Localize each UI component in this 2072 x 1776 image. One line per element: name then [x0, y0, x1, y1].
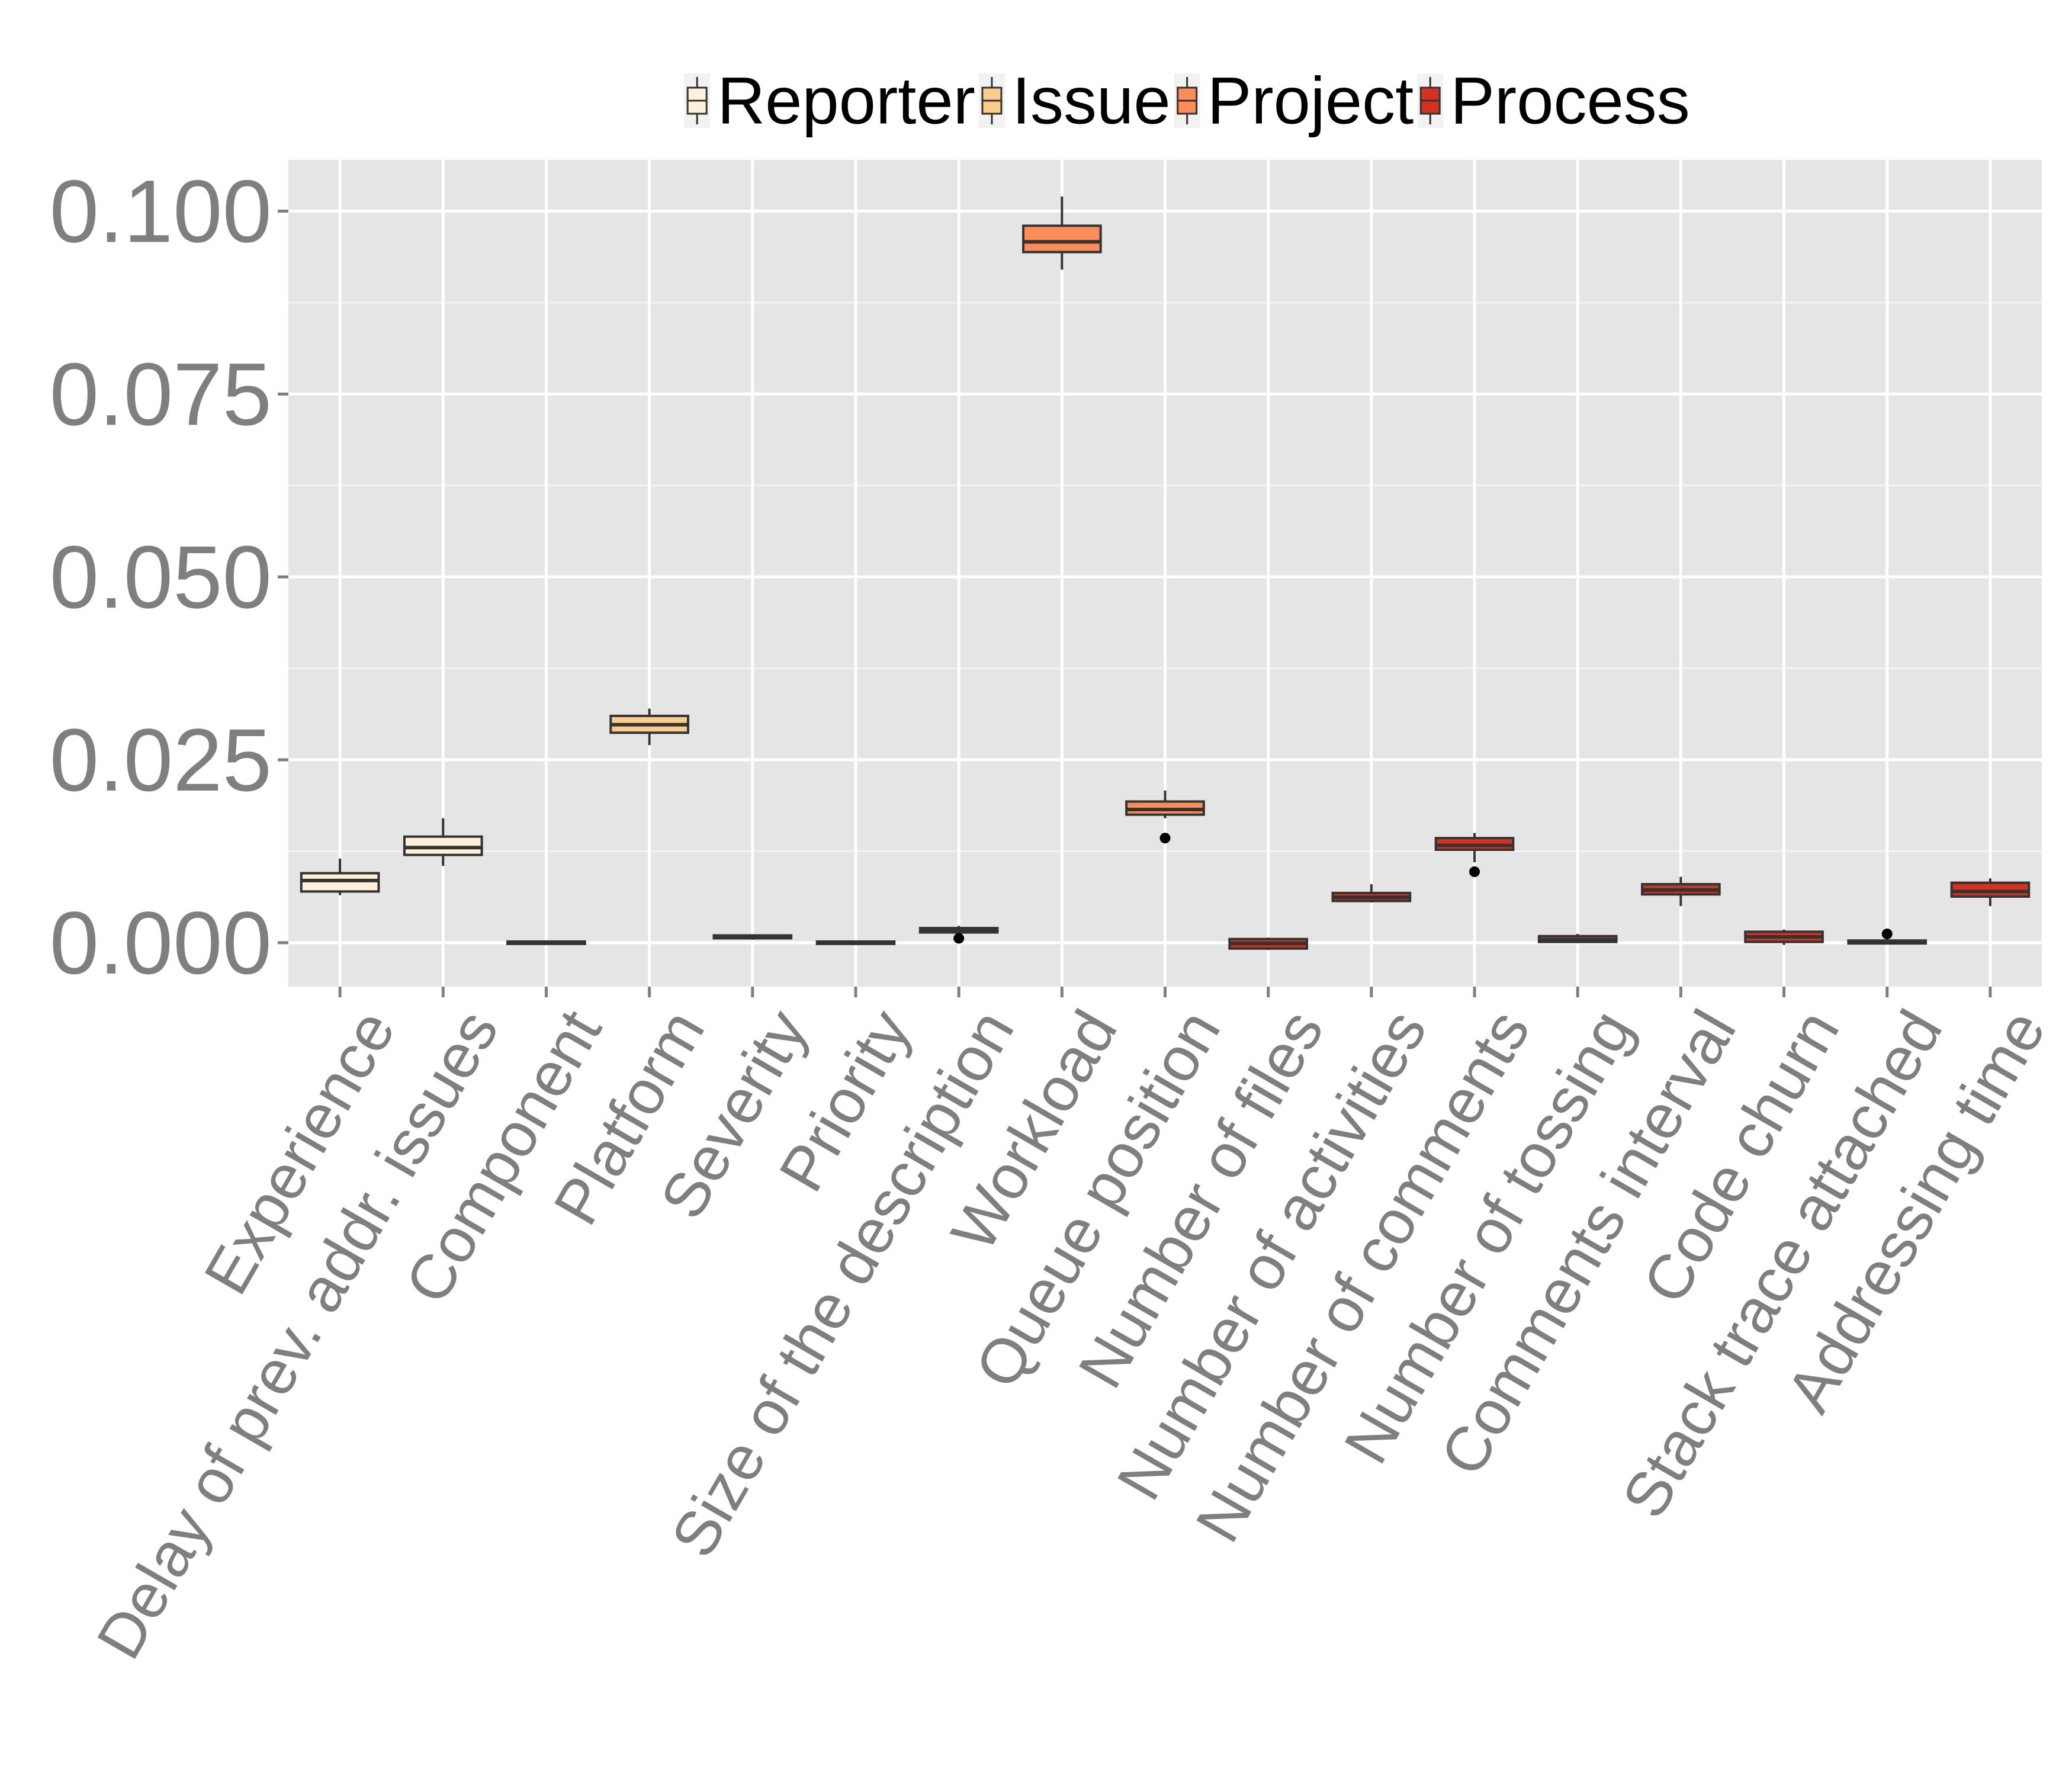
- box-17: [1950, 878, 2031, 907]
- legend: Reporter Issue Project Process: [684, 64, 1690, 138]
- box-body: [300, 872, 380, 893]
- outlier-point: [1881, 929, 1893, 940]
- box-1: [300, 858, 380, 895]
- y-tick-label: 0.000: [50, 893, 272, 993]
- outlier-point: [1469, 866, 1480, 878]
- legend-label: Reporter: [717, 64, 975, 138]
- legend-item-reporter: Reporter: [684, 64, 975, 138]
- box-11: [1331, 884, 1412, 903]
- box-3: [506, 940, 586, 945]
- box-2: [403, 818, 483, 866]
- box-9: [1125, 790, 1205, 844]
- legend-item-issue: Issue: [978, 64, 1171, 138]
- box-8: [1022, 196, 1102, 270]
- box-16: [1847, 929, 1928, 945]
- box-body: [1950, 881, 2031, 898]
- legend-label: Project: [1207, 64, 1414, 138]
- box-15: [1744, 929, 1824, 945]
- y-axis: 0.000 0.025 0.050 0.075 0.100: [50, 161, 288, 993]
- box-13: [1537, 934, 1618, 943]
- box-body: [403, 835, 483, 856]
- y-tick-label: 0.100: [50, 161, 272, 261]
- box-5: [712, 934, 793, 940]
- legend-label: Issue: [1012, 64, 1171, 138]
- legend-item-project: Project: [1174, 64, 1414, 138]
- outlier-point: [1159, 833, 1171, 844]
- box-6: [815, 940, 896, 945]
- y-tick-label: 0.025: [50, 710, 272, 810]
- boxes: [300, 196, 2031, 950]
- y-tick-label: 0.075: [50, 344, 272, 444]
- box-14: [1641, 876, 1721, 907]
- box-12: [1434, 833, 1515, 878]
- legend-label: Process: [1450, 64, 1690, 138]
- box-7: [918, 926, 999, 944]
- box-4: [609, 708, 689, 746]
- outlier-point: [953, 933, 965, 944]
- y-tick-label: 0.050: [50, 527, 272, 627]
- legend-item-process: Process: [1417, 64, 1690, 138]
- box-body: [1022, 224, 1102, 253]
- box-10: [1228, 937, 1308, 950]
